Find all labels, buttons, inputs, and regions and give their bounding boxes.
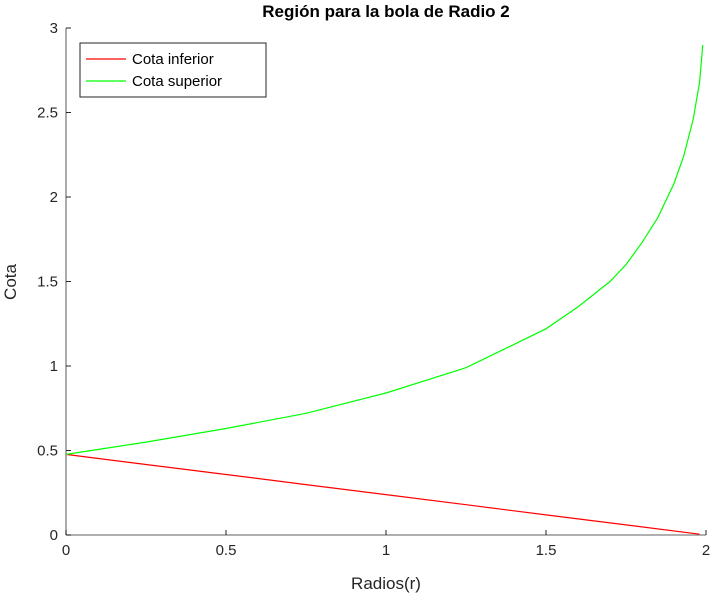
- x-tick-label: 0.5: [216, 542, 237, 559]
- legend-box: [79, 42, 267, 98]
- y-tick-label: 0.5: [37, 443, 58, 460]
- y-tick-label: 0: [50, 527, 58, 544]
- y-tick-label: 3: [50, 20, 58, 37]
- x-axis-label: Radios(r): [351, 574, 421, 593]
- series-line: [65, 453, 700, 535]
- x-tick-label: 1: [382, 542, 390, 559]
- y-axis-label: Cota: [1, 264, 20, 300]
- y-tick-label: 2: [50, 189, 58, 206]
- legend-entry: Cota inferior: [132, 51, 214, 68]
- x-tick-label: 2: [702, 542, 710, 559]
- x-tick-label: 0: [62, 542, 70, 559]
- legend: Cota inferior Cota superior: [79, 42, 267, 98]
- x-tick-label: 1.5: [536, 542, 557, 559]
- y-tick-label: 2.5: [37, 105, 58, 122]
- y-tick-label: 1.5: [37, 274, 58, 291]
- legend-entry: Cota superior: [132, 73, 222, 90]
- axes: 0 0.5 1 1.5 2 0 0.5 1 1.5 2 2.5 3: [37, 20, 710, 559]
- plot-lines: [65, 44, 704, 535]
- series-line: [65, 44, 704, 455]
- chart-title: Región para la bola de Radio 2: [262, 2, 510, 21]
- y-tick-label: 1: [50, 358, 58, 375]
